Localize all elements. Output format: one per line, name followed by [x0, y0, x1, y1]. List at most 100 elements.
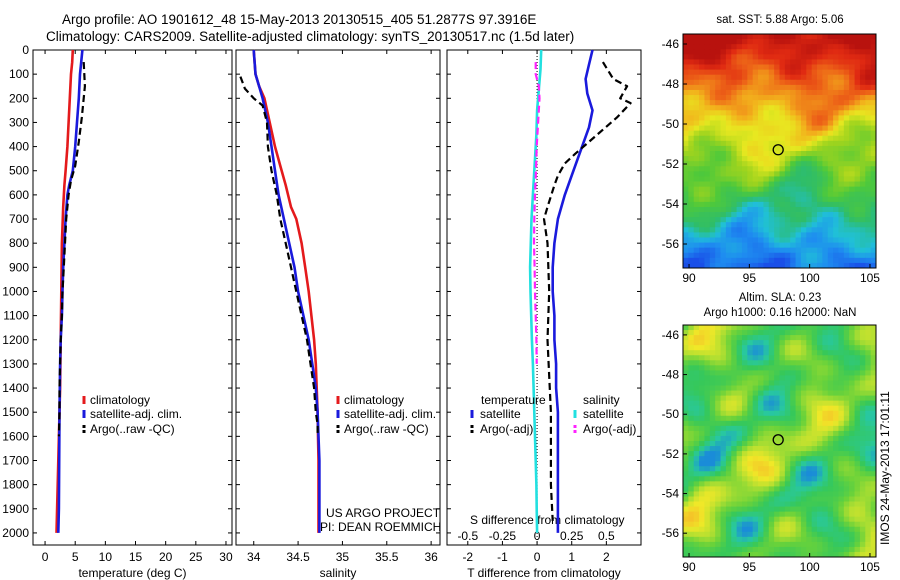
sla_map-cell	[854, 410, 861, 417]
sst_map-cell	[795, 257, 802, 264]
sst_map-cell	[768, 44, 775, 50]
sst_map-cell	[752, 217, 759, 223]
sla_map-cell	[795, 526, 802, 533]
sla_map-cell	[720, 491, 727, 497]
sst_map-cell	[709, 54, 716, 60]
sst_map-cell	[843, 34, 850, 40]
sst_map-cell	[779, 74, 786, 81]
sst_map-cell	[870, 125, 877, 132]
sst_map-cell	[817, 135, 823, 142]
sst_map-cell	[725, 257, 732, 264]
sst_map-cell	[736, 115, 743, 121]
sla_map-cell	[865, 410, 872, 417]
sla_map-cell	[752, 446, 759, 452]
sla_map-cell	[795, 536, 802, 543]
sla_map-cell	[833, 400, 839, 407]
sst_map-cell	[731, 49, 738, 55]
sla_map-cell	[763, 541, 770, 548]
sst_map-cell	[838, 176, 845, 182]
sla_map-cell	[704, 526, 711, 533]
sst_map-cell	[731, 69, 738, 76]
sst_map-cell	[817, 145, 823, 152]
sla_map-cell	[843, 390, 850, 397]
sla_map-cell	[817, 486, 823, 492]
sla_map-cell	[849, 526, 855, 533]
sst_map-cell	[709, 227, 716, 233]
sst_map-cell	[709, 222, 716, 228]
sla_map-cell	[865, 546, 872, 553]
temperature-series-argo-raw-qc-	[57, 62, 87, 437]
sst_map-cell	[838, 181, 845, 188]
sst_map-cell	[699, 156, 705, 162]
sst_map-cell	[736, 39, 743, 45]
sst_map-cell	[683, 34, 689, 40]
sla_map-cell	[715, 491, 721, 497]
sst_map-cell	[849, 100, 855, 106]
sst_map-cell	[795, 181, 802, 188]
sla_map-cell	[822, 521, 829, 528]
temperature-xtick-label: 0	[42, 550, 49, 564]
sla_map-cell	[741, 400, 748, 407]
sst_map-cell	[725, 110, 732, 116]
sla_map-cell	[747, 380, 754, 386]
sst_map-cell	[790, 95, 796, 101]
sla_map-cell	[774, 340, 780, 346]
sst_map-cell	[806, 156, 813, 162]
sla_map-cell	[747, 435, 754, 442]
sst_map-cell	[822, 130, 829, 137]
sst_map-cell	[827, 39, 834, 45]
sst_map-cell	[768, 212, 775, 218]
sst_map-cell	[854, 135, 861, 142]
sla_map-cell	[747, 335, 754, 341]
sst_map-cell	[693, 100, 700, 106]
sla_map-cell	[747, 365, 754, 371]
sla_map-cell	[725, 541, 732, 548]
sla_map-cell	[683, 375, 689, 381]
sst_map-cell	[849, 237, 855, 243]
sst_map-cell	[709, 206, 716, 213]
sla_map-cell	[704, 446, 711, 452]
sla_map-cell	[736, 476, 743, 482]
sla_map-cell	[752, 425, 759, 432]
sla_map-cell	[747, 340, 754, 346]
sst_map-cell	[758, 34, 764, 40]
sla_map-cell	[833, 441, 839, 447]
sst_map-cell	[688, 186, 695, 193]
sla_map-cell	[865, 491, 872, 497]
sla_map-cell	[731, 340, 738, 346]
sst_map-cell	[827, 217, 834, 223]
sla_map-cell	[752, 501, 759, 507]
sst_map-cell	[763, 34, 770, 40]
sla_map-cell	[758, 551, 764, 558]
sst_map-cell	[779, 120, 786, 126]
sla_map-cell	[704, 345, 711, 351]
sst_map-cell	[709, 181, 716, 188]
sst_map-cell	[854, 212, 861, 218]
sla_map-cell	[843, 325, 850, 331]
sst_map-cell	[736, 257, 743, 264]
sla_map-cell	[838, 471, 845, 477]
sst_map-cell	[709, 44, 716, 50]
sst_map-cell	[763, 130, 770, 137]
sla_map-cell	[725, 546, 732, 553]
sla_map-cell	[806, 441, 813, 447]
sla_map-cell	[806, 546, 813, 553]
sla_map-cell	[736, 400, 743, 407]
sla_map-cell	[827, 335, 834, 341]
sst_map-cell	[725, 130, 732, 137]
sla_map-cell	[731, 491, 738, 497]
sla_map-cell	[709, 340, 716, 346]
sst_map-cell	[693, 262, 700, 269]
sst_map-cell	[752, 151, 759, 157]
sst_map-cell	[758, 166, 764, 172]
sla_map-cell	[870, 441, 877, 447]
sst_map-cell	[800, 49, 807, 55]
sst_map-cell	[736, 191, 743, 198]
sla_map-cell	[699, 516, 705, 523]
sla_map-cell	[736, 385, 743, 391]
sla_map-cell	[865, 531, 872, 538]
sst_map-cell	[704, 105, 711, 111]
sst_map-cell	[747, 39, 754, 45]
sst_map-cell	[833, 222, 839, 228]
sla_map-cell	[715, 461, 721, 467]
